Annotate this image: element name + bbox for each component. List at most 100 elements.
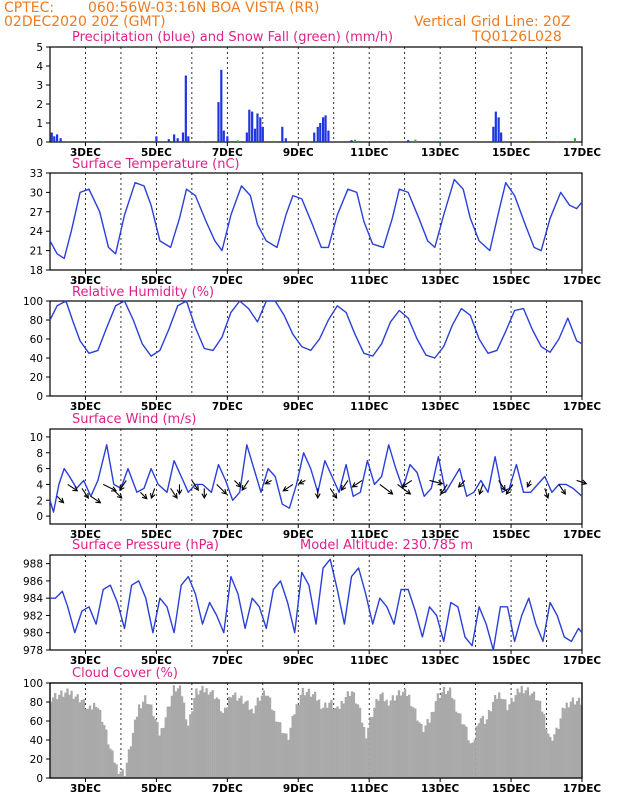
cloud-bar xyxy=(268,697,272,778)
cloud-bar xyxy=(563,708,566,778)
cloud-bar xyxy=(356,704,360,778)
cloud-bar xyxy=(395,695,399,778)
cloud-bar xyxy=(379,694,382,778)
rh-ytick-label: 0 xyxy=(36,391,43,403)
precip-xtick-label: 3DEC xyxy=(70,147,101,159)
wind-vector-head xyxy=(72,486,79,492)
cloud-bar xyxy=(547,733,550,778)
cloud-bar xyxy=(367,727,370,778)
header-grid-note: Vertical Grid Line: 20Z xyxy=(414,14,570,30)
precip-precip-bar xyxy=(184,75,187,142)
pressure-ytick-label: 980 xyxy=(23,628,43,640)
cloud-bar xyxy=(514,695,517,778)
cloud-bar xyxy=(338,708,341,778)
pressure-ytick-label: 988 xyxy=(23,559,43,571)
temp-ytick-label: 27 xyxy=(30,207,43,219)
cloud-bar xyxy=(434,701,437,778)
cloud-bar xyxy=(68,694,71,778)
cloud-bar xyxy=(58,694,61,778)
cloud-bar xyxy=(350,691,354,778)
cloud-bar xyxy=(234,692,237,778)
cloud-bar xyxy=(473,739,476,778)
cloud-bar xyxy=(365,738,368,778)
precip-ytick-label: 4 xyxy=(36,61,43,73)
cloud-bar xyxy=(215,697,218,778)
cloud-bar xyxy=(283,733,286,778)
pressure-xtick-label: 15DEC xyxy=(492,655,531,667)
cloud-bar xyxy=(244,701,247,778)
cloud-bar xyxy=(74,696,77,778)
rh-ytick-label: 100 xyxy=(23,296,43,308)
cloud-bar xyxy=(397,690,401,778)
wind-series-line xyxy=(49,444,583,513)
cloud-bar xyxy=(465,726,468,778)
cloud-bar xyxy=(295,704,298,778)
pressure-ytick-label: 986 xyxy=(23,576,43,588)
header-datetime: 02DEC2020 20Z (GMT) xyxy=(4,14,166,30)
cloud-bar xyxy=(438,698,442,778)
cloud-bar xyxy=(506,710,509,778)
precip-precip-bar xyxy=(321,117,325,142)
cloud-bar xyxy=(442,686,446,778)
precip-precip-bar xyxy=(259,117,262,142)
cloud-bar xyxy=(420,723,423,778)
precip-precip-bar xyxy=(407,140,410,142)
precip-snow-bar xyxy=(236,140,240,142)
precip-snow-bar xyxy=(573,138,577,142)
precip-precip-bar xyxy=(53,136,56,142)
precip-precip-bar xyxy=(181,132,185,142)
cloud-bar xyxy=(275,721,278,778)
cloud-bar xyxy=(307,688,311,778)
wind-vector-head xyxy=(560,488,566,495)
cloud-bar xyxy=(60,690,63,778)
cloud-bar xyxy=(414,708,417,778)
wind-vector xyxy=(440,484,448,495)
cloud-bar xyxy=(219,711,223,778)
wind-vector xyxy=(526,480,532,488)
cloud-bar xyxy=(328,702,331,778)
wind-ytick-label: 4 xyxy=(36,479,43,491)
wind-ytick-label: 6 xyxy=(36,464,43,476)
cloud-bar xyxy=(539,700,542,778)
cloud-bar xyxy=(311,694,315,778)
cloud-bar xyxy=(209,691,212,778)
cloud-bar xyxy=(561,707,564,778)
temp-ytick-label: 18 xyxy=(30,265,43,277)
cloud-bar xyxy=(363,727,366,778)
cloud-bar xyxy=(543,714,546,778)
cloud-xtick-label: 15DEC xyxy=(492,783,531,795)
wind-vector xyxy=(56,495,64,504)
precip-snow-bar xyxy=(439,141,442,142)
cloud-bar xyxy=(500,698,503,778)
wind-vector-head xyxy=(500,485,506,492)
precip-snow-bar xyxy=(102,141,105,142)
cloud-bar xyxy=(455,711,458,778)
cloud-bar xyxy=(205,688,208,778)
cloud-bar xyxy=(463,724,466,778)
cloud-bar xyxy=(451,697,454,778)
cloud-bar xyxy=(471,742,474,778)
wind-xtick-label: 11DEC xyxy=(350,529,389,541)
cloud-bar xyxy=(54,693,57,778)
precip-precip-bar xyxy=(500,132,503,142)
pressure-xtick-label: 7DEC xyxy=(212,655,243,667)
wind-vector xyxy=(429,479,443,485)
pressure-title: Surface Pressure (hPa) xyxy=(72,538,219,553)
wind-ytick-label: 0 xyxy=(36,511,43,523)
wind-vector-head xyxy=(83,492,89,499)
precip-precip-bar xyxy=(492,126,495,142)
cloud-bar xyxy=(477,723,480,778)
wind-xtick-label: 5DEC xyxy=(141,529,172,541)
cloud-bar xyxy=(289,727,292,778)
precip-precip-bar xyxy=(497,117,500,142)
wind-vector-head xyxy=(235,481,242,488)
wind-vector-head xyxy=(440,488,446,495)
cloud-xtick-label: 17DEC xyxy=(563,783,602,795)
cloud-bar xyxy=(373,707,376,778)
cloud-bar xyxy=(137,704,141,778)
cloud-bar xyxy=(258,700,261,778)
wind-vector-head xyxy=(264,479,271,485)
cloud-bar xyxy=(569,701,572,778)
wind-vector-head xyxy=(331,492,338,499)
cloud-bar xyxy=(90,709,94,778)
